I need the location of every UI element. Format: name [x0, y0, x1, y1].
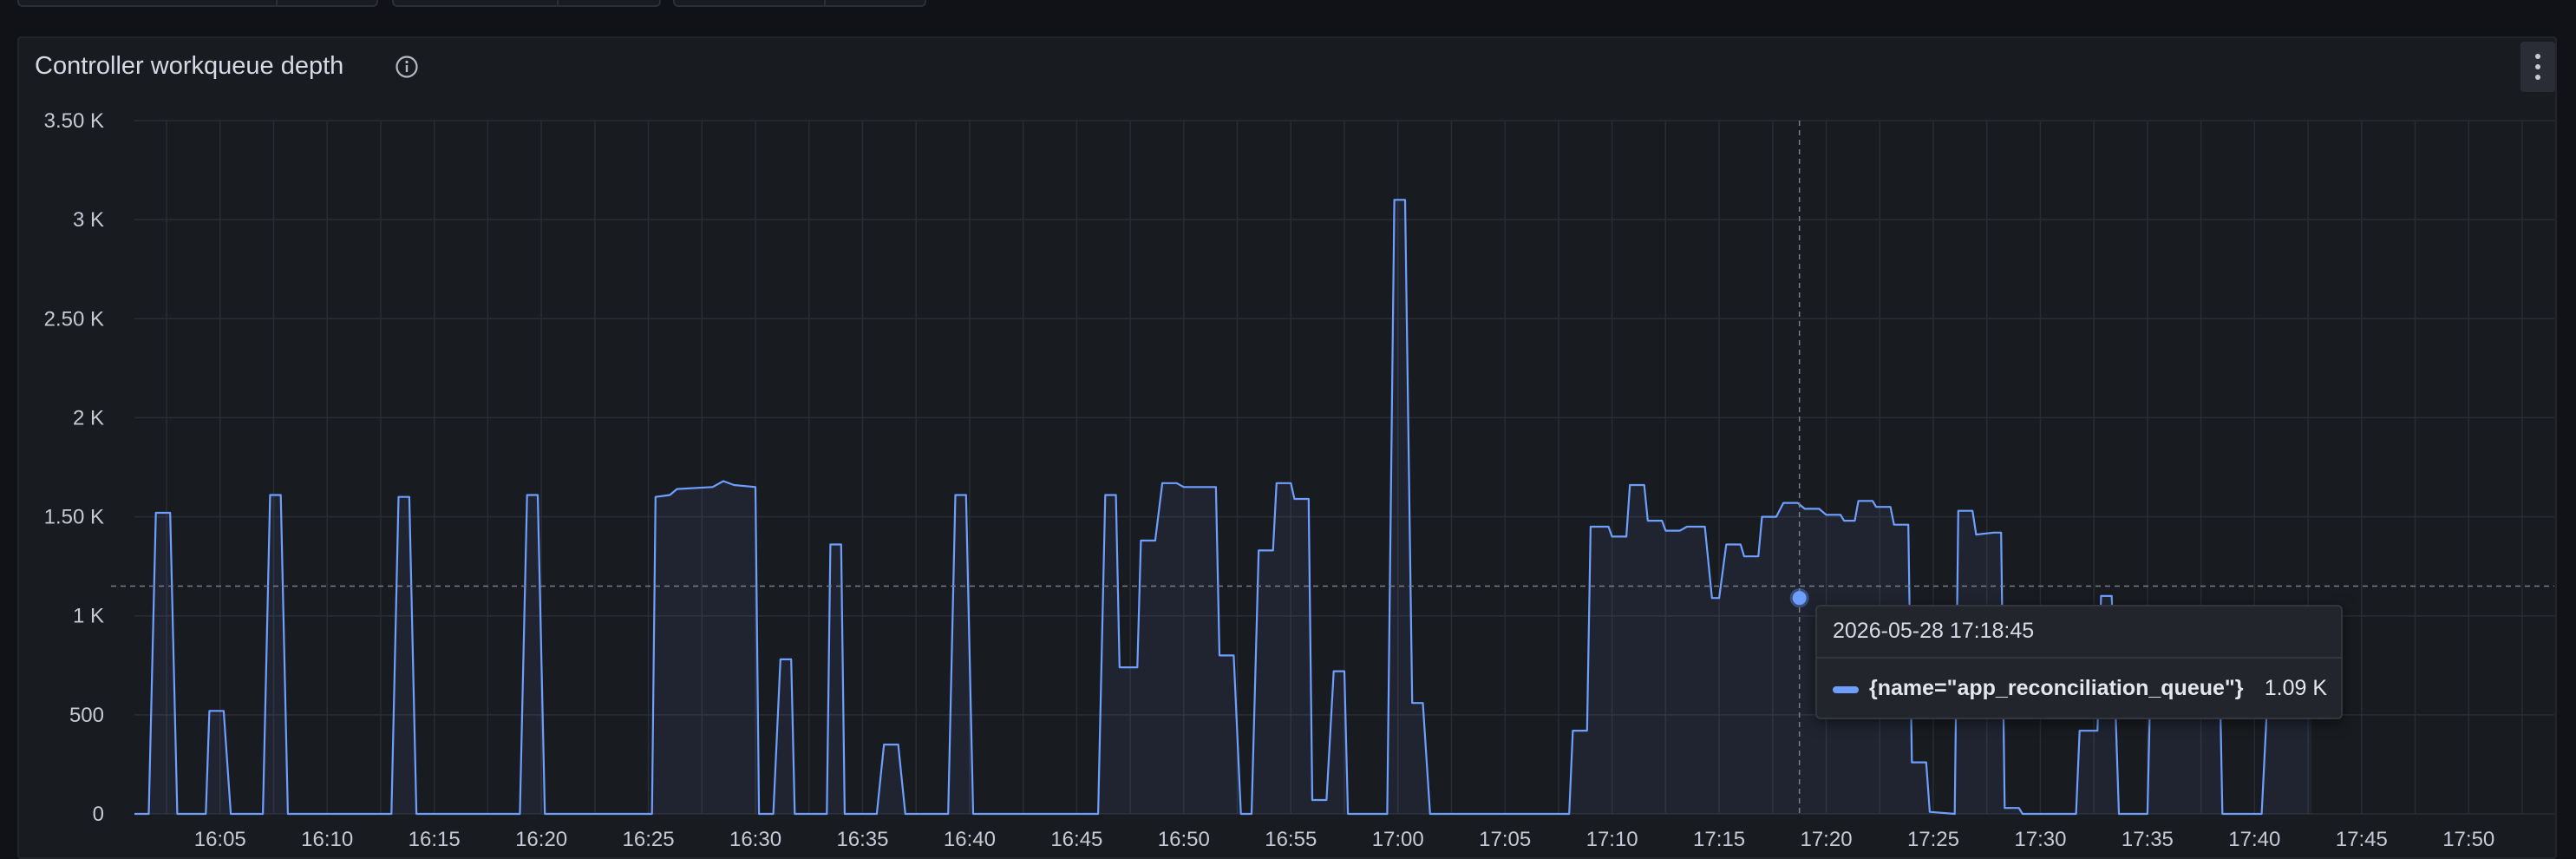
toolbar-control-1[interactable]: [17, 0, 378, 7]
y-tick-label: 3.50 K: [44, 109, 104, 133]
x-tick-label: 16:40: [944, 828, 996, 851]
x-tick-label: 17:30: [2014, 828, 2066, 851]
x-tick-label: 17:50: [2442, 828, 2494, 851]
y-axis: 0 500 1 K 1.50 K 2 K 2.50 K 3 K 3.50 K: [44, 109, 104, 826]
x-tick-label: 16:50: [1158, 828, 1210, 851]
y-tick-label: 0: [93, 803, 104, 826]
y-tick-label: 1 K: [73, 605, 104, 628]
x-tick-label: 17:45: [2336, 828, 2388, 851]
menu-dot: [2535, 64, 2540, 69]
panel-header: Controller workqueue depth: [19, 38, 2555, 95]
toolbar-divider: [276, 0, 278, 5]
x-tick-label: 17:40: [2228, 828, 2280, 851]
tooltip-divider: [1817, 657, 2341, 659]
toolbar-control-2[interactable]: [392, 0, 661, 7]
y-tick-label: 2 K: [73, 406, 104, 430]
toolbar-control-3[interactable]: [673, 0, 926, 7]
series-area: [134, 200, 2312, 815]
x-tick-label: 17:15: [1693, 828, 1745, 851]
hover-point[interactable]: [1789, 588, 1809, 608]
info-icon[interactable]: [394, 54, 420, 80]
series-color-swatch: [1833, 686, 1859, 693]
x-tick-label: 17:05: [1479, 828, 1531, 851]
x-tick-label: 16:10: [301, 828, 353, 851]
y-tick-label: 500: [69, 704, 104, 727]
x-axis: 16:05 16:10 16:15 16:20 16:25 16:30 16:35 16:40…: [194, 828, 2495, 851]
tooltip-value: 1.09 K: [2264, 676, 2327, 700]
panel-title: Controller workqueue depth: [35, 52, 344, 80]
toolbar-divider: [557, 0, 559, 5]
y-tick-label: 2.50 K: [44, 307, 104, 331]
toolbar: [0, 0, 2576, 35]
toolbar-divider: [824, 0, 826, 5]
chart-panel: Controller workqueue depth: [17, 36, 2557, 859]
x-tick-label: 16:25: [623, 828, 675, 851]
x-tick-label: 16:35: [836, 828, 888, 851]
y-tick-label: 1.50 K: [44, 506, 104, 529]
x-tick-label: 17:35: [2122, 828, 2174, 851]
x-tick-label: 16:20: [515, 828, 567, 851]
menu-dot: [2535, 54, 2540, 59]
x-tick-label: 17:00: [1372, 828, 1424, 851]
x-tick-label: 17:10: [1586, 828, 1638, 851]
tooltip-series-name: {name="app_reconciliation_queue"}: [1869, 676, 2244, 700]
x-tick-label: 17:20: [1800, 828, 1852, 851]
y-tick-label: 3 K: [73, 208, 104, 232]
x-tick-label: 16:55: [1265, 828, 1317, 851]
x-tick-label: 16:05: [194, 828, 246, 851]
x-tick-label: 16:30: [729, 828, 781, 851]
x-tick-label: 16:15: [409, 828, 461, 851]
tooltip-time: 2026-05-28 17:18:45: [1833, 619, 2035, 643]
panel-menu-button[interactable]: [2520, 42, 2555, 92]
tooltip: 2026-05-28 17:18:45 {name="app_reconcili…: [1815, 605, 2343, 719]
x-tick-label: 17:25: [1907, 828, 1959, 851]
x-tick-label: 16:45: [1050, 828, 1102, 851]
menu-dot: [2535, 75, 2540, 80]
